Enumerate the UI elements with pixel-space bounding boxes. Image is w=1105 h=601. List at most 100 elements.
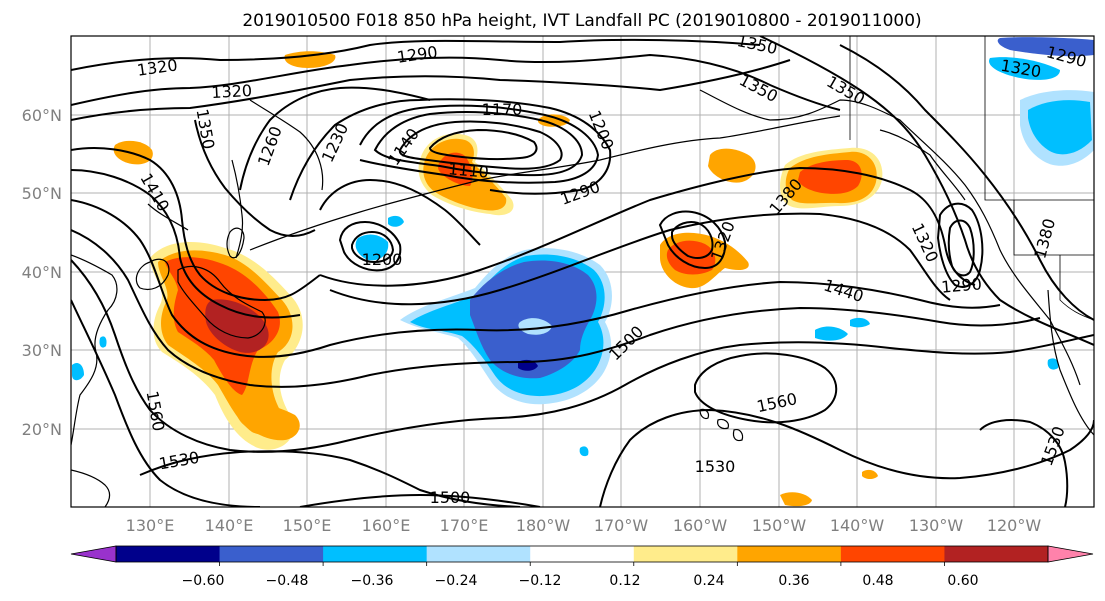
contour-1260 bbox=[239, 86, 431, 191]
lon-label: 120°W bbox=[987, 516, 1042, 535]
colorbar-segment bbox=[530, 546, 635, 562]
colorbar-segment bbox=[219, 546, 324, 562]
bc-coast bbox=[879, 129, 966, 201]
colorbar-frame bbox=[115, 545, 1049, 563]
colorbar-labels: −0.60 −0.48 −0.36 −0.24 −0.12 0.12 0.24 … bbox=[182, 573, 979, 589]
lon-label: 170°E bbox=[440, 516, 489, 535]
lon-label: 150°E bbox=[283, 516, 332, 535]
contour-1290-north bbox=[71, 59, 791, 121]
lat-label: 40°N bbox=[22, 263, 62, 282]
colorbar-label: 0.48 bbox=[862, 573, 893, 589]
shade-wp-darkest bbox=[205, 299, 269, 353]
contour-1290-mid bbox=[319, 178, 481, 246]
na-coast bbox=[699, 89, 1081, 386]
contour-cp-cutoff-inner bbox=[671, 221, 714, 259]
asia-coast bbox=[71, 254, 118, 446]
shade-cp-neg-small bbox=[579, 446, 589, 457]
contour-1440 bbox=[71, 199, 1001, 358]
contour-label: 1350 bbox=[193, 107, 219, 150]
kamchatka-coast bbox=[249, 99, 324, 191]
colorbar-segment bbox=[633, 546, 738, 562]
lon-label: 160°W bbox=[673, 516, 728, 535]
border-us-west bbox=[1013, 200, 1094, 256]
shade-rockies-neg-mid bbox=[1028, 100, 1092, 155]
lon-label: 160°E bbox=[362, 516, 411, 535]
colorbar-segment bbox=[944, 546, 1049, 562]
border-ca-us bbox=[984, 36, 1094, 201]
contour-1530-se bbox=[979, 419, 1069, 507]
colorbar-label: −0.48 bbox=[266, 573, 309, 589]
lat-label: 60°N bbox=[22, 106, 62, 125]
contour-1530-east bbox=[599, 408, 1094, 507]
contour-1320-mid bbox=[71, 53, 841, 111]
contour-label: 1530 bbox=[695, 457, 736, 476]
ivt-positive-shading bbox=[113, 51, 883, 507]
shade-ep-neg bbox=[815, 326, 848, 341]
lon-label: 170°W bbox=[594, 516, 649, 535]
lat-label: 50°N bbox=[22, 184, 62, 203]
contour-1170 bbox=[373, 111, 584, 177]
hawaii-island-2 bbox=[717, 418, 729, 430]
contour-label: 1110 bbox=[447, 159, 489, 181]
contour-1470 bbox=[71, 229, 1041, 388]
contour-1500 bbox=[71, 259, 1094, 453]
baja-coast bbox=[1047, 289, 1094, 436]
korea-coast bbox=[135, 258, 170, 291]
shade-cutoff-neg bbox=[355, 234, 389, 261]
shade-ep-small bbox=[862, 469, 878, 479]
shade-ep-neg-2 bbox=[850, 317, 870, 328]
contour-label: 1290 bbox=[940, 274, 982, 296]
contour-label: 1500 bbox=[605, 322, 647, 364]
contour-1560-west bbox=[71, 299, 261, 507]
colorbar-high-extension bbox=[1048, 546, 1093, 562]
lon-label: 130°W bbox=[909, 516, 964, 535]
contour-label: 1530 bbox=[157, 448, 200, 474]
shade-ca-neg bbox=[1047, 358, 1059, 370]
shade-ne-neg-mid bbox=[989, 57, 1060, 80]
hokkaido-coast bbox=[226, 227, 245, 259]
contour-label: 1500 bbox=[430, 488, 471, 507]
shade-np-small bbox=[537, 114, 570, 127]
map-panel: 1320 1320 1290 1350 1350 1350 1320 1290 … bbox=[70, 35, 1095, 508]
shade-sw-neg bbox=[72, 363, 84, 381]
contour-1140 bbox=[398, 120, 563, 170]
contour-label: 1320 bbox=[999, 56, 1042, 82]
figure-title: 2019010500 F018 850 hPa height, IVT Land… bbox=[242, 11, 921, 31]
colorbar-label: −0.60 bbox=[182, 573, 225, 589]
lon-label: 150°W bbox=[752, 516, 807, 535]
shade-ne-neg-dark bbox=[997, 37, 1094, 57]
colorbar-label: 0.24 bbox=[693, 573, 724, 589]
contour-1380-east bbox=[839, 44, 1094, 321]
contour-label: 1170 bbox=[482, 100, 523, 119]
contour-1110 bbox=[428, 128, 538, 161]
lat-label: 20°N bbox=[22, 420, 62, 439]
shade-cutoff-neg-2 bbox=[388, 215, 404, 227]
siberia-coast bbox=[147, 203, 189, 231]
aleutian-chain bbox=[249, 115, 841, 251]
colorbar-segment bbox=[426, 546, 531, 562]
contour-1230 bbox=[289, 98, 612, 201]
contour-label: 1560 bbox=[755, 389, 799, 416]
philippines-coast bbox=[71, 469, 111, 507]
contour-label: 1560 bbox=[143, 389, 169, 432]
contour-label: 1260 bbox=[254, 124, 286, 169]
colorbar-segment bbox=[323, 546, 428, 562]
contour-1560-east bbox=[694, 352, 838, 424]
contour-1410-lower bbox=[71, 169, 301, 319]
contour-cutoff-1200-inner bbox=[351, 230, 395, 264]
colorbar-ticks bbox=[219, 562, 945, 566]
contour-1350-west bbox=[194, 119, 316, 237]
contour-1410-west bbox=[71, 147, 321, 302]
contour-1200 bbox=[359, 104, 600, 184]
colorbar-label: 0.12 bbox=[609, 573, 640, 589]
contour-label: 1200 bbox=[362, 250, 403, 269]
colorbar-label: −0.12 bbox=[519, 573, 562, 589]
colorbar-segments bbox=[71, 546, 1093, 562]
contour-cp-cutoff-outer bbox=[658, 210, 727, 270]
shade-north-small bbox=[284, 51, 336, 68]
contour-1350-east bbox=[759, 36, 1094, 346]
colorbar-low-extension bbox=[71, 546, 116, 562]
colorbar-label: −0.24 bbox=[435, 573, 478, 589]
lon-label: 140°W bbox=[830, 516, 885, 535]
